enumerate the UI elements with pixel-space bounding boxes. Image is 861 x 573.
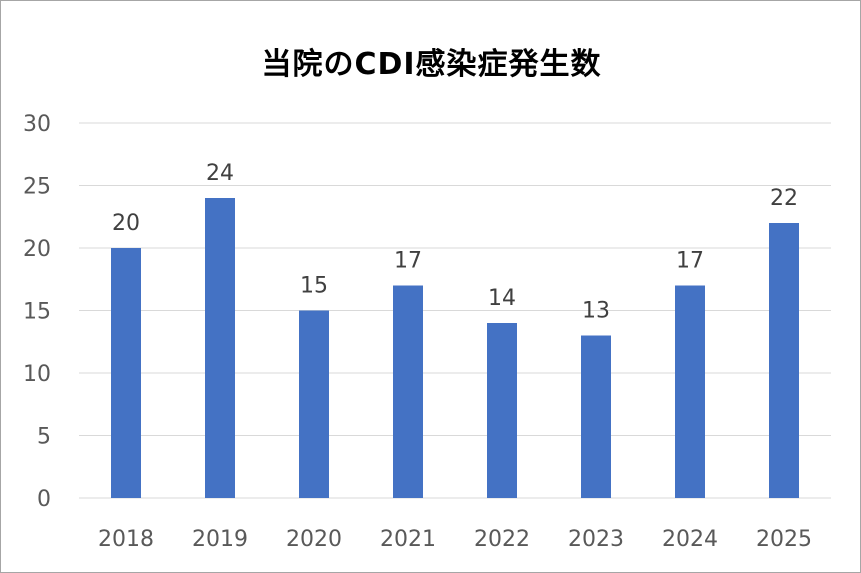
y-tick-label: 30 [23,112,51,137]
y-tick-label: 20 [23,237,51,262]
bar-2020 [299,310,329,498]
bar-2019 [205,198,235,498]
bar-2022 [487,323,517,498]
data-labels: 20 24 15 17 14 13 17 22 [112,161,798,324]
data-label-2025: 22 [770,186,798,211]
gridlines [79,122,831,499]
x-tick-label-2019: 2019 [192,527,248,552]
x-tick-label-2022: 2022 [474,527,530,552]
data-label-2018: 20 [112,211,140,236]
x-tick-label-2023: 2023 [568,527,624,552]
data-label-2023: 13 [582,299,610,324]
x-tick-label-2021: 2021 [380,527,436,552]
y-tick-label: 0 [37,487,51,512]
bar-2021 [393,285,423,498]
data-label-2022: 14 [488,286,516,311]
data-label-2024: 17 [676,249,704,274]
chart-title: 当院のCDI感染症発生数 [261,47,602,82]
data-label-2021: 17 [394,249,422,274]
x-tick-label-2025: 2025 [756,527,812,552]
y-axis-ticks: 0 5 10 15 20 25 30 [23,112,51,512]
y-tick-label: 15 [23,300,51,325]
y-tick-label: 25 [23,175,51,200]
x-axis-ticks: 2018 2019 2020 2021 2022 2023 2024 2025 [98,527,812,552]
y-tick-label: 10 [23,362,51,387]
bar-2025 [769,223,799,498]
x-tick-label-2020: 2020 [286,527,342,552]
bar-2018 [111,248,141,498]
x-tick-label-2018: 2018 [98,527,154,552]
data-label-2020: 15 [300,274,328,299]
x-tick-label-2024: 2024 [662,527,718,552]
bar-2023 [581,335,611,498]
y-tick-label: 5 [37,425,51,450]
bar-2024 [675,285,705,498]
bars [111,198,799,498]
data-label-2019: 24 [206,161,234,186]
